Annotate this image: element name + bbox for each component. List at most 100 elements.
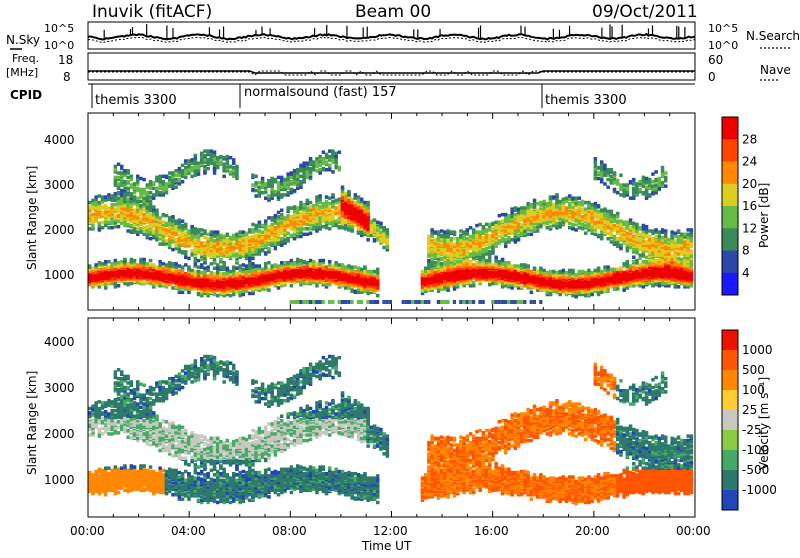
power-cell [222,163,226,167]
power-cell [469,226,473,230]
power-cell [152,196,156,200]
power-cell [91,217,95,221]
power-cell [274,226,278,230]
power-cell [456,240,460,244]
power-cell [293,205,297,209]
power-cell [245,231,249,235]
power-cell [462,251,466,255]
power-cell [229,236,233,240]
power-cell [158,260,162,264]
power-cell [184,223,188,227]
power-cell [184,166,188,170]
power-cell [360,203,364,207]
power-cell [498,235,502,239]
power-cell [315,226,319,230]
power-cell [507,261,511,265]
power-cell [117,219,121,223]
power-cell [510,286,514,290]
power-cell [280,237,284,241]
power-cell [312,167,316,171]
power-cell [315,165,319,169]
power-cell [123,194,127,198]
power-cell [488,283,492,287]
freq-tick-low: 8 [63,70,71,84]
power-cell [485,242,489,246]
power-cell [366,270,370,274]
power-cell [168,223,172,227]
power-cell [283,216,287,220]
power-cell [184,272,188,276]
power-cell [142,261,146,265]
power-cell [306,265,310,269]
power-cell [98,227,102,231]
power-cell [117,171,121,175]
power-heatmap [88,149,693,304]
noise-panel: N.Sky 10^5 10^0 10^5 10^0 N.Search [6,22,800,52]
power-cell [181,180,185,184]
power-cell [469,252,473,256]
power-cell [373,222,377,226]
power-cell [168,216,172,220]
power-cell [325,224,329,228]
power-cell [498,239,502,243]
power-cell [498,300,501,304]
power-cell [216,230,220,234]
power-cell [181,219,185,223]
power-cell [440,229,444,233]
power-cell [88,205,92,209]
power-cell [210,241,214,245]
power-cell [475,230,479,234]
power-cell [258,185,262,189]
power-cell [485,247,489,251]
power-cell [472,281,476,285]
power-cell [203,158,207,162]
power-cell [501,219,505,223]
power-cell [299,175,303,179]
power-cell [325,160,329,164]
power-cell [114,259,118,263]
power-cell [299,180,303,184]
power-cell [446,248,450,252]
power-cell [331,264,335,268]
power-cell [354,289,358,293]
power-cell [328,300,331,304]
power-cell [440,257,444,261]
power-cell [165,175,169,179]
power-cell [226,233,230,237]
power-cell [149,191,153,195]
power-cell [197,228,201,232]
power-cell [187,291,191,295]
power-cell [376,271,380,275]
power-cell [155,237,159,241]
power-cell [187,257,191,261]
power-cell [280,179,284,183]
power-cell [302,233,306,237]
power-cell [338,150,342,154]
power-cell [114,176,118,180]
power-cell [107,221,111,225]
power-cell [110,226,114,230]
power-cell [149,200,153,204]
power-cell [242,289,246,293]
power-cell [309,231,313,235]
power-cell [184,231,188,235]
power-cell [136,230,140,234]
power-cell [181,265,185,269]
power-cell [434,238,438,242]
power-cell [152,235,156,239]
power-cell [219,234,223,238]
power-cell [286,176,290,180]
power-cell [197,172,201,176]
power-cell [501,231,505,235]
power-cell [213,272,217,276]
power-cell [283,178,287,182]
power-cell [91,213,95,217]
power-cell [510,207,514,211]
power-cell [462,263,466,267]
power-cell [126,187,129,191]
power-cell [514,206,518,210]
power-cell [309,201,313,205]
power-cell [437,230,441,234]
power-cell [302,260,306,264]
power-cell [165,263,169,267]
